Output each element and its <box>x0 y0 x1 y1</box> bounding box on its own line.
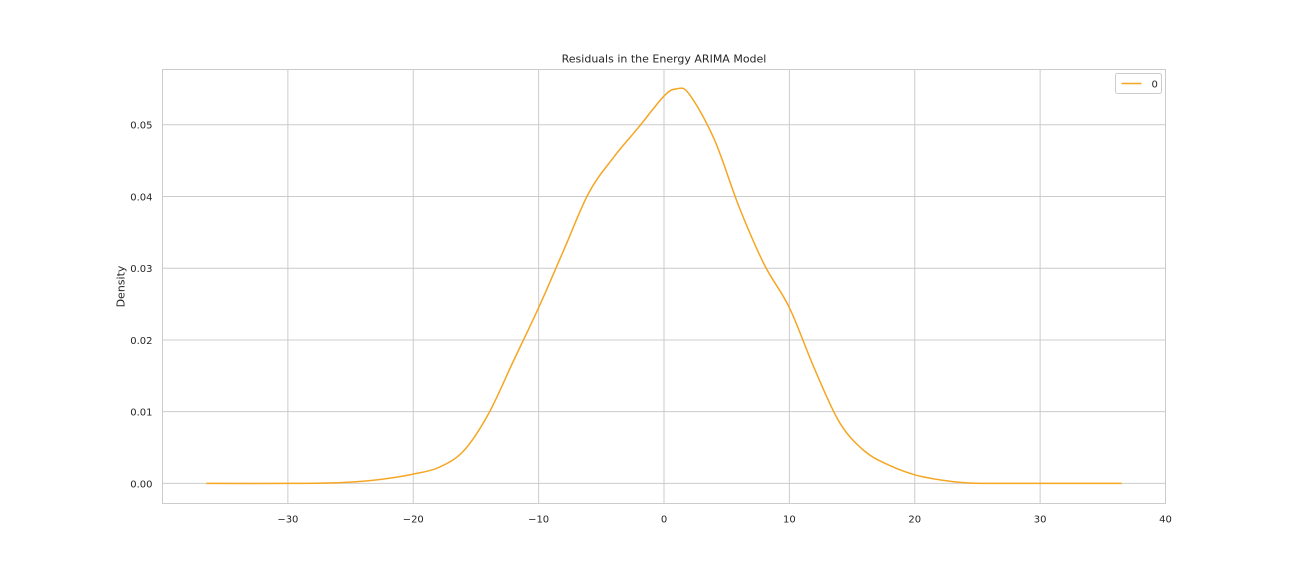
series-layer <box>206 87 1122 485</box>
y-tick-label: 0.05 <box>130 121 152 132</box>
grid-lines <box>162 69 1166 504</box>
series-line-0 <box>206 87 1122 485</box>
y-tick-label: 0.04 <box>130 192 152 203</box>
legend: 0 <box>1115 73 1162 94</box>
y-tick-label: 0.02 <box>130 336 152 347</box>
x-tick-label: 40 <box>1159 515 1172 526</box>
y-axis-label: Density <box>115 265 128 307</box>
chart-title: Residuals in the Energy ARIMA Model <box>562 53 767 66</box>
x-tick-label: −10 <box>528 515 549 526</box>
x-tick-label: 20 <box>908 515 921 526</box>
legend-label: 0 <box>1152 80 1158 91</box>
x-tick-label: −20 <box>403 515 424 526</box>
tick-labels: −30 −20 −10 0 10 20 30 40 0.00 0.01 0.02 0.03 0.04 0.… <box>130 121 1172 526</box>
y-tick-label: 0.03 <box>130 264 152 275</box>
x-tick-label: 0 <box>661 515 667 526</box>
x-tick-label: −30 <box>277 515 298 526</box>
y-tick-label: 0.01 <box>130 408 152 419</box>
plot-area-frame <box>162 69 1166 504</box>
y-tick-label: 0.00 <box>130 479 152 490</box>
x-tick-label: 30 <box>1034 515 1047 526</box>
x-tick-label: 10 <box>783 515 796 526</box>
